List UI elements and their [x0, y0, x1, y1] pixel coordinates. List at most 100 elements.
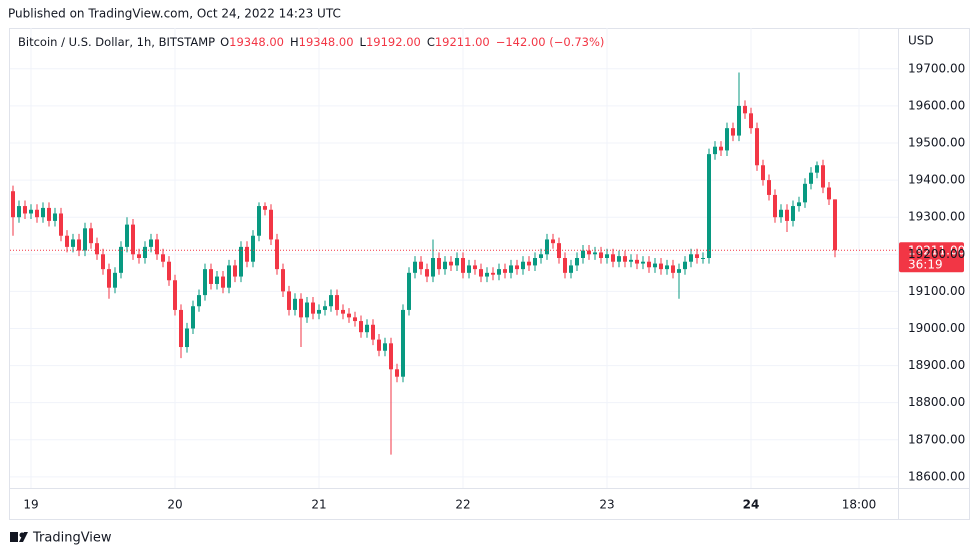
- candle-body: [155, 239, 159, 255]
- candle-body: [257, 206, 261, 236]
- candle-body: [425, 269, 429, 277]
- candle-body: [761, 165, 765, 181]
- candle-body: [209, 269, 213, 284]
- candle-body: [773, 194, 777, 218]
- y-tick-label: 18800.00: [908, 395, 965, 409]
- candle-body: [785, 209, 789, 221]
- candle-body: [161, 254, 165, 262]
- candle-body: [641, 261, 645, 264]
- candle-body: [107, 269, 111, 288]
- candle-body: [497, 269, 501, 275]
- candle-body: [755, 128, 759, 166]
- candle-body: [119, 246, 123, 273]
- y-tick-label: 19000.00: [908, 321, 965, 335]
- candle-body: [413, 261, 417, 273]
- candle-body: [227, 265, 231, 288]
- published-note: Published on TradingView.com, Oct 24, 20…: [8, 7, 341, 21]
- candle-body: [611, 254, 615, 262]
- x-tick-label: 24: [743, 498, 760, 512]
- candle-body: [71, 239, 75, 247]
- candle-body: [593, 252, 597, 255]
- candle-body: [713, 146, 717, 155]
- candle-body: [599, 252, 603, 258]
- candle-body: [791, 206, 795, 221]
- candle-body: [683, 261, 687, 270]
- candle-body: [659, 263, 663, 270]
- candle-body: [695, 254, 699, 258]
- candle-body: [11, 191, 15, 218]
- candle-body: [167, 261, 171, 281]
- grid: [10, 28, 898, 488]
- candle-body: [131, 224, 135, 255]
- candle-body: [803, 183, 807, 203]
- candles: [11, 72, 837, 455]
- candle-body: [239, 246, 243, 277]
- candle-body: [581, 250, 585, 258]
- candle-body: [701, 258, 705, 259]
- candle-body: [65, 235, 69, 247]
- candle-body: [149, 239, 153, 247]
- y-tick-label: 19300.00: [908, 210, 965, 224]
- candle-body: [731, 128, 735, 136]
- candle-body: [353, 317, 357, 322]
- candle-body: [47, 207, 51, 221]
- candle-body: [347, 313, 351, 318]
- candle-body: [653, 263, 657, 268]
- candle-body: [503, 269, 507, 273]
- candle-body: [197, 295, 201, 307]
- candle-body: [815, 165, 819, 173]
- y-tick-label: 19700.00: [908, 61, 965, 75]
- candle-body: [797, 202, 801, 207]
- candle-body: [671, 265, 675, 273]
- candle-body: [359, 321, 363, 333]
- candle-body: [569, 265, 573, 273]
- candle-body: [371, 324, 375, 340]
- candle-body: [275, 239, 279, 270]
- candle-body: [479, 269, 483, 277]
- candle-body: [143, 246, 147, 258]
- candle-body: [509, 265, 513, 273]
- candle-body: [395, 369, 399, 377]
- candle-body: [17, 206, 21, 218]
- ohlc-value: 19211.00: [435, 35, 490, 49]
- candle-body: [407, 272, 411, 310]
- candle-body: [575, 258, 579, 266]
- candle-body: [251, 235, 255, 262]
- x-tick-label: 19: [23, 498, 38, 512]
- candle-body: [809, 172, 813, 184]
- ohlc-value: 19348.00: [299, 35, 354, 49]
- symbol-legend: Bitcoin / U.S. Dollar, 1h, BITSTAMP O1934…: [18, 35, 604, 49]
- y-tick-label: 18900.00: [908, 358, 965, 372]
- footer-brand: TradingView: [32, 531, 112, 546]
- x-tick-label: 23: [599, 498, 614, 512]
- candle-body: [539, 254, 543, 258]
- candle-body: [389, 343, 393, 370]
- candle-body: [689, 254, 693, 262]
- candle-body: [419, 261, 423, 270]
- candle-body: [95, 243, 99, 255]
- candle-body: [245, 246, 249, 262]
- candle-body: [59, 213, 63, 236]
- candle-body: [23, 206, 27, 214]
- candle-body: [89, 228, 93, 244]
- x-tick-label: 20: [167, 498, 182, 512]
- candle-body: [827, 187, 831, 200]
- candle-body: [377, 339, 381, 351]
- candle-body: [833, 199, 837, 251]
- candle-body: [329, 295, 333, 307]
- chart-frame: [9, 28, 970, 520]
- candle-body: [647, 261, 651, 268]
- candle-body: [737, 105, 741, 136]
- candle-body: [191, 306, 195, 329]
- candle-body: [545, 239, 549, 255]
- candle-body: [551, 239, 555, 244]
- candle-body: [341, 309, 345, 314]
- candle-body: [455, 258, 459, 266]
- candle-body: [443, 261, 447, 270]
- candle-body: [365, 324, 369, 333]
- ohlc-key: L: [360, 35, 367, 49]
- candle-body: [41, 207, 45, 218]
